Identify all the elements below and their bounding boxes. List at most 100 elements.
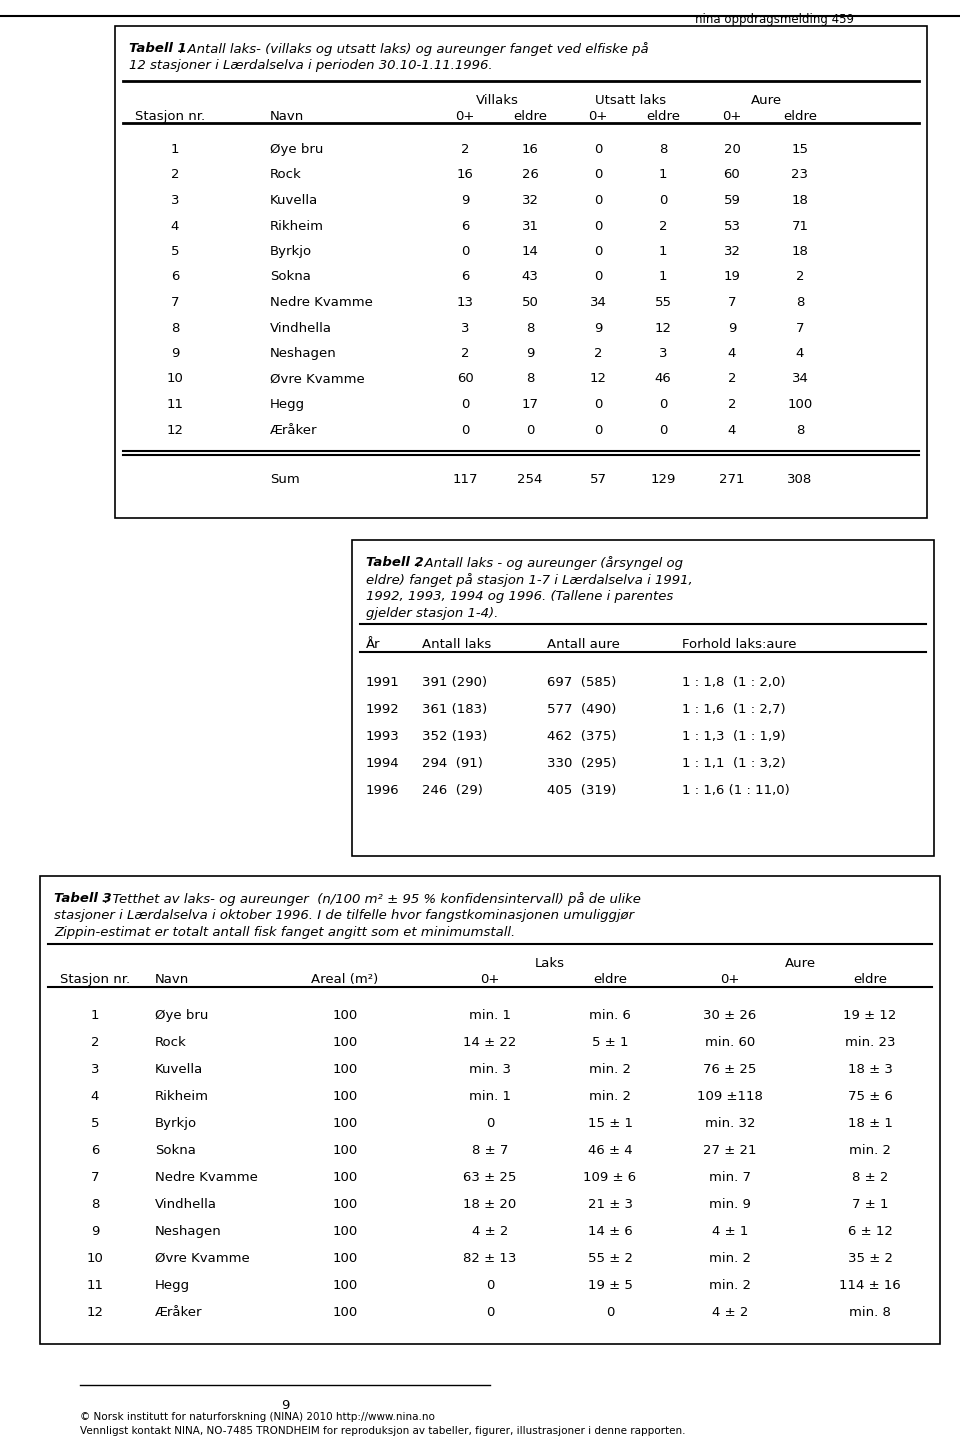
Text: 17: 17: [521, 399, 539, 412]
Text: 0: 0: [486, 1118, 494, 1131]
Text: . Tetthet av laks- og aureunger  (n/100 m² ± 95 % konfidensintervall) på de ulik: . Tetthet av laks- og aureunger (n/100 m…: [104, 892, 641, 905]
Text: 0: 0: [659, 193, 667, 206]
Text: 12 stasjoner i Lærdalselva i perioden 30.10-1.11.1996.: 12 stasjoner i Lærdalselva i perioden 30…: [129, 59, 492, 72]
Text: 100: 100: [332, 1035, 358, 1048]
Text: 60: 60: [457, 373, 473, 386]
Text: 577  (490): 577 (490): [547, 703, 616, 716]
Text: min. 2: min. 2: [849, 1144, 891, 1157]
Text: 330  (295): 330 (295): [547, 757, 616, 770]
Text: 5 ± 1: 5 ± 1: [591, 1035, 628, 1048]
Text: Rock: Rock: [155, 1035, 187, 1048]
Text: Øye bru: Øye bru: [155, 1009, 208, 1022]
Text: 271: 271: [719, 474, 745, 487]
Text: 76 ± 25: 76 ± 25: [704, 1063, 756, 1076]
Text: min. 23: min. 23: [845, 1035, 896, 1048]
Text: 0+: 0+: [722, 110, 742, 123]
Text: 21 ± 3: 21 ± 3: [588, 1199, 633, 1212]
Text: 109 ± 6: 109 ± 6: [584, 1171, 636, 1184]
Text: Stasjon nr.: Stasjon nr.: [135, 110, 205, 123]
Text: Stasjon nr.: Stasjon nr.: [60, 973, 131, 986]
Text: 109 ±118: 109 ±118: [697, 1090, 763, 1103]
Text: 57: 57: [589, 474, 607, 487]
Text: 10: 10: [167, 373, 183, 386]
Text: 50: 50: [521, 296, 539, 309]
Text: Hegg: Hegg: [155, 1279, 190, 1292]
Text: 100: 100: [332, 1252, 358, 1265]
Text: 19 ± 5: 19 ± 5: [588, 1279, 633, 1292]
Text: eldre: eldre: [593, 973, 627, 986]
Text: min. 32: min. 32: [705, 1118, 756, 1131]
Text: 1 : 1,1  (1 : 3,2): 1 : 1,1 (1 : 3,2): [682, 757, 785, 770]
Text: 2: 2: [728, 399, 736, 412]
Text: 2: 2: [461, 143, 469, 156]
Text: Aure: Aure: [784, 957, 816, 970]
Text: Sum: Sum: [270, 474, 300, 487]
Text: 18: 18: [792, 193, 808, 206]
Bar: [352, 540, 934, 856]
Text: Navn: Navn: [155, 973, 189, 986]
Text: 3: 3: [171, 193, 180, 206]
Text: 294  (91): 294 (91): [422, 757, 483, 770]
Text: gjelder stasjon 1-4).: gjelder stasjon 1-4).: [366, 606, 498, 619]
Text: 462  (375): 462 (375): [547, 731, 616, 744]
Text: 9: 9: [728, 322, 736, 335]
Text: Kuvella: Kuvella: [155, 1063, 204, 1076]
Text: Antall laks: Antall laks: [422, 638, 492, 651]
Text: 19 ± 12: 19 ± 12: [843, 1009, 897, 1022]
Text: . Antall laks - og aureunger (årsyngel og: . Antall laks - og aureunger (årsyngel o…: [416, 556, 683, 570]
Text: 0: 0: [659, 423, 667, 436]
Text: 0: 0: [594, 169, 602, 182]
Text: 8: 8: [171, 322, 180, 335]
Text: 2: 2: [593, 347, 602, 360]
Text: min. 7: min. 7: [709, 1171, 751, 1184]
Text: 31: 31: [521, 219, 539, 232]
Text: 9: 9: [91, 1225, 99, 1238]
Text: 0: 0: [594, 423, 602, 436]
Text: 7: 7: [91, 1171, 99, 1184]
Text: 100: 100: [332, 1305, 358, 1318]
Text: 1: 1: [171, 143, 180, 156]
Text: Kuvella: Kuvella: [270, 193, 319, 206]
Text: 7 ± 1: 7 ± 1: [852, 1199, 888, 1212]
Text: 0: 0: [594, 399, 602, 412]
Text: Øvre Kvamme: Øvre Kvamme: [155, 1252, 250, 1265]
Text: 12: 12: [86, 1305, 104, 1318]
Text: 35 ± 2: 35 ± 2: [848, 1252, 893, 1265]
Text: År: År: [366, 638, 380, 651]
Text: 8: 8: [659, 143, 667, 156]
Text: 82 ± 13: 82 ± 13: [464, 1252, 516, 1265]
Text: 0+: 0+: [588, 110, 608, 123]
Text: 18 ± 1: 18 ± 1: [848, 1118, 893, 1131]
Text: 16: 16: [457, 169, 473, 182]
Text: 100: 100: [332, 1118, 358, 1131]
Text: eldre: eldre: [783, 110, 817, 123]
Text: 18: 18: [792, 245, 808, 258]
Text: 27 ± 21: 27 ± 21: [704, 1144, 756, 1157]
Text: 405  (319): 405 (319): [547, 784, 616, 797]
Text: 0: 0: [461, 423, 469, 436]
Text: 129: 129: [650, 474, 676, 487]
Text: 18 ± 3: 18 ± 3: [848, 1063, 893, 1076]
Text: Aure: Aure: [751, 94, 781, 107]
Text: 1 : 1,3  (1 : 1,9): 1 : 1,3 (1 : 1,9): [682, 731, 785, 744]
Text: Øye bru: Øye bru: [270, 143, 324, 156]
Text: 4 ± 2: 4 ± 2: [711, 1305, 748, 1318]
Text: 100: 100: [332, 1225, 358, 1238]
Text: 60: 60: [724, 169, 740, 182]
Text: Vindhella: Vindhella: [155, 1199, 217, 1212]
Text: Zippin-estimat er totalt antall fisk fanget angitt som et minimumstall.: Zippin-estimat er totalt antall fisk fan…: [54, 926, 516, 939]
Bar: [115, 26, 927, 518]
Text: 1: 1: [659, 270, 667, 283]
Text: Æråker: Æråker: [155, 1305, 203, 1318]
Text: Nedre Kvamme: Nedre Kvamme: [155, 1171, 258, 1184]
Text: 1: 1: [659, 169, 667, 182]
Text: 15: 15: [791, 143, 808, 156]
Text: 1 : 1,6 (1 : 11,0): 1 : 1,6 (1 : 11,0): [682, 784, 790, 797]
Text: 46 ± 4: 46 ± 4: [588, 1144, 633, 1157]
Text: 34: 34: [792, 373, 808, 386]
Text: 0: 0: [461, 245, 469, 258]
Text: 254: 254: [517, 474, 542, 487]
Text: 5: 5: [171, 245, 180, 258]
Text: 391 (290): 391 (290): [422, 676, 487, 689]
Text: 32: 32: [724, 245, 740, 258]
